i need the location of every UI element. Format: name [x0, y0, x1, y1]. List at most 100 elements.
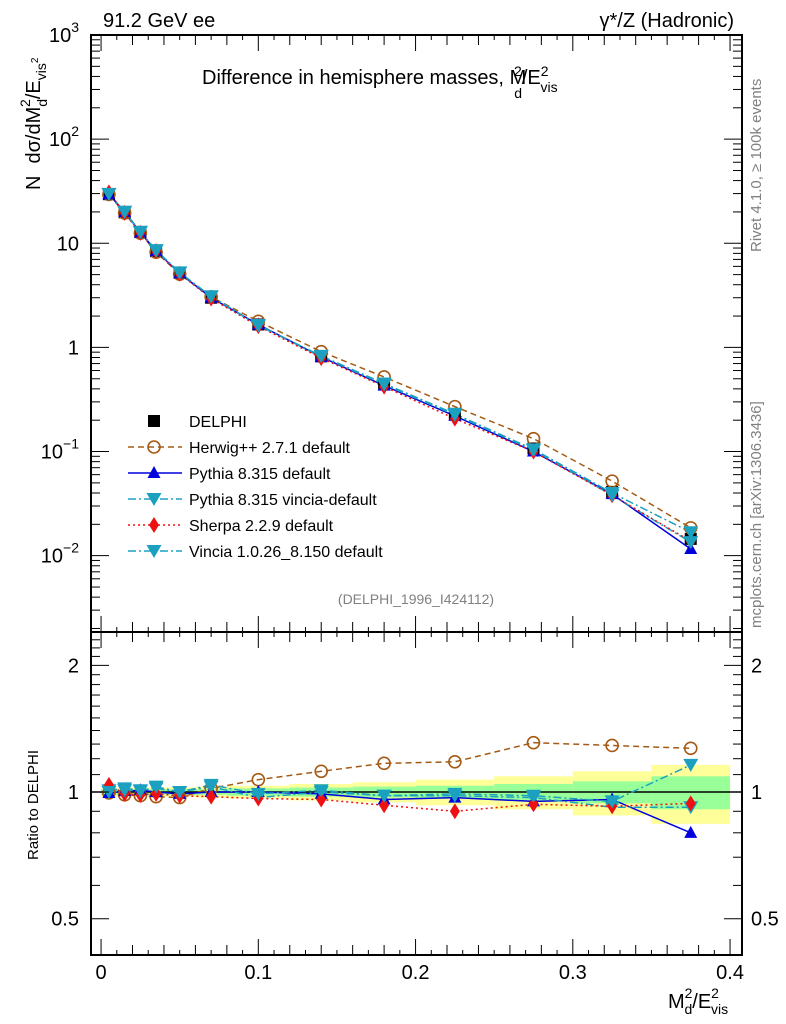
ratio-series-markers: [101, 735, 699, 838]
x-tick-label: 0: [96, 962, 107, 984]
x-label-sub-vis: vis: [711, 1001, 728, 1017]
y-tick-label: 10−2: [41, 540, 79, 568]
ratio-point-vincia-1-0-26-8-150-default: [683, 758, 699, 772]
data-point-vincia-1-0-26-8-150-default: [313, 349, 329, 363]
data-point-pythia-8-315-vincia-default: [683, 536, 699, 550]
x-label-sup2: 2: [711, 985, 719, 1001]
y-label-sup-2: 2: [17, 99, 33, 107]
ratio-point-herwig-2-7-1-default: [526, 735, 541, 750]
legend-marker: [149, 517, 159, 533]
data-point-vincia-1-0-26-8-150-default: [117, 205, 133, 219]
data-point-vincia-1-0-26-8-150-default: [376, 377, 392, 391]
data-point-vincia-1-0-26-8-150-default: [525, 443, 541, 457]
ratio-point-sherpa-2-2-9-default: [528, 796, 539, 813]
ratio-point-herwig-2-7-1-default: [314, 764, 329, 779]
ratio-point-vincia-1-0-26-8-150-default: [376, 789, 392, 803]
legend-label: Vincia 1.0.26_8.150 default: [189, 544, 383, 561]
legend-item: DELPHI: [148, 414, 247, 431]
data-point-vincia-1-0-26-8-150-default: [683, 526, 699, 540]
rivet-version-label: Rivet 4.1.0, ≥ 100k events: [748, 79, 765, 252]
legend-label: Herwig++ 2.7.1 default: [189, 440, 351, 457]
legend-label: Pythia 8.315 vincia-default: [189, 492, 377, 509]
main-plot-frame: [90, 34, 743, 633]
ratio-y-tick-label-right: 0.5: [751, 909, 779, 931]
y-tick-label: 103: [49, 19, 79, 47]
ratio-y-tick-label-right: 2: [751, 655, 762, 677]
legend-item: Pythia 8.315 vincia-default: [128, 492, 377, 509]
data-point-vincia-1-0-26-8-150-default: [250, 319, 266, 333]
ratio-point-sherpa-2-2-9-default: [151, 785, 162, 802]
ratio-point-vincia-1-0-26-8-150-default: [447, 787, 463, 801]
ratio-y-tick-label-right: 1: [751, 782, 762, 804]
main-series-markers: [101, 184, 699, 554]
legend-label: DELPHI: [189, 414, 247, 431]
plot-title-sup-2: 2: [514, 63, 522, 79]
plot-title-sup2: 2: [541, 63, 549, 79]
y-tick-label: 1: [68, 337, 79, 359]
plot-title-e: /E: [522, 67, 541, 89]
legend-item: Sherpa 2.2.9 default: [128, 517, 334, 535]
ratio-point-vincia-1-0-26-8-150-default: [525, 789, 541, 803]
ratio-point-sherpa-2-2-9-default: [379, 797, 390, 814]
x-label-e: /E: [692, 991, 711, 1013]
data-point-vincia-1-0-26-8-150-default: [203, 290, 219, 304]
x-label-sub-d: d: [684, 1001, 692, 1017]
plot-title-m: M: [510, 67, 527, 89]
y-tick-label: 10: [57, 233, 79, 255]
x-tick-label: 0.1: [244, 962, 272, 984]
axis-ticks: [91, 34, 742, 955]
data-point-vincia-1-0-26-8-150-default: [148, 244, 164, 258]
legend-label: Pythia 8.315 default: [189, 466, 331, 483]
axes-frames: [90, 34, 743, 956]
x-axis-label: M2 d/E2 vis: [668, 985, 728, 1017]
ratio-point-vincia-1-0-26-8-150-default: [117, 784, 133, 798]
x-label-sup-2: 2: [685, 985, 693, 1001]
plot-title-sub-d: d: [514, 85, 522, 101]
ratio-point-vincia-1-0-26-8-150-default: [132, 785, 148, 799]
y-label-e: /E: [23, 80, 45, 99]
ratio-point-herwig-2-7-1-default: [377, 756, 391, 771]
ratio-point-herwig-2-7-1-default: [683, 741, 698, 756]
mcplots-label: mcplots.cern.ch [arXiv:1306.3436]: [748, 401, 765, 628]
legend-item: Vincia 1.0.26_8.150 default: [128, 544, 383, 561]
ratio-point-vincia-1-0-26-8-150-default: [203, 778, 219, 792]
legend-label: Sherpa 2.2.9 default: [189, 518, 334, 535]
data-point-vincia-1-0-26-8-150-default: [132, 226, 148, 240]
ratio-point-sherpa-2-2-9-default: [685, 795, 696, 812]
data-point-vincia-1-0-26-8-150-default: [447, 407, 463, 421]
legend-marker: [148, 415, 160, 427]
x-label-m: M: [668, 991, 685, 1013]
x-tick-label: 0.4: [716, 962, 744, 984]
ratio-point-sherpa-2-2-9-default: [316, 791, 327, 808]
y-label-sub-vis: vis: [33, 63, 49, 80]
ratio-point-vincia-1-0-26-8-150-default: [313, 784, 329, 798]
y-label-sub-d: d: [34, 99, 50, 107]
y-tick-label: 102: [49, 123, 79, 151]
ratio-y-tick-label-left: 0.5: [51, 909, 79, 931]
ratio-point-pythia-8-315-default: [684, 825, 698, 838]
legend: DELPHI Herwig++ 2.7.1 default Pythia 8.315…: [128, 414, 383, 561]
ratio-point-herwig-2-7-1-default: [605, 738, 619, 753]
top-left-label: 91.2 GeV ee: [103, 10, 215, 32]
legend-marker: [147, 440, 161, 454]
legend-marker: [147, 466, 161, 478]
legend-item: Herwig++ 2.7.1 default: [128, 440, 351, 457]
plot-title-sub-vis: vis: [541, 79, 558, 95]
x-tick-label: 0.3: [559, 962, 587, 984]
ratio-y-label: Ratio to DELPHI: [25, 750, 42, 860]
svg-text:Ndσ/dMd2/Evis2: Ndσ/dMd2/Evis2: [17, 57, 50, 190]
ratio-point-sherpa-2-2-9-default: [449, 803, 460, 820]
data-point-vincia-1-0-26-8-150-default: [604, 486, 620, 500]
ratio-point-herwig-2-7-1-default: [448, 754, 462, 769]
y-axis-label: Ndσ/dMd2/Evis2: [17, 57, 50, 190]
axis-tick-labels: 10−2 10−1 1 10 102 103 0.5 0.5 1 1 2 2 0 0.1 0.2 0.3 0.4: [41, 19, 779, 984]
legend-item: Pythia 8.315 default: [128, 466, 331, 483]
ratio-point-vincia-1-0-26-8-150-default: [172, 786, 188, 800]
ratio-point-sherpa-2-2-9-default: [206, 788, 217, 805]
data-point-vincia-1-0-26-8-150-default: [101, 188, 117, 202]
ratio-point-vincia-1-0-26-8-150-default: [148, 780, 164, 794]
y-label-n: N: [23, 176, 45, 190]
y-tick-label: 10−1: [41, 436, 79, 464]
